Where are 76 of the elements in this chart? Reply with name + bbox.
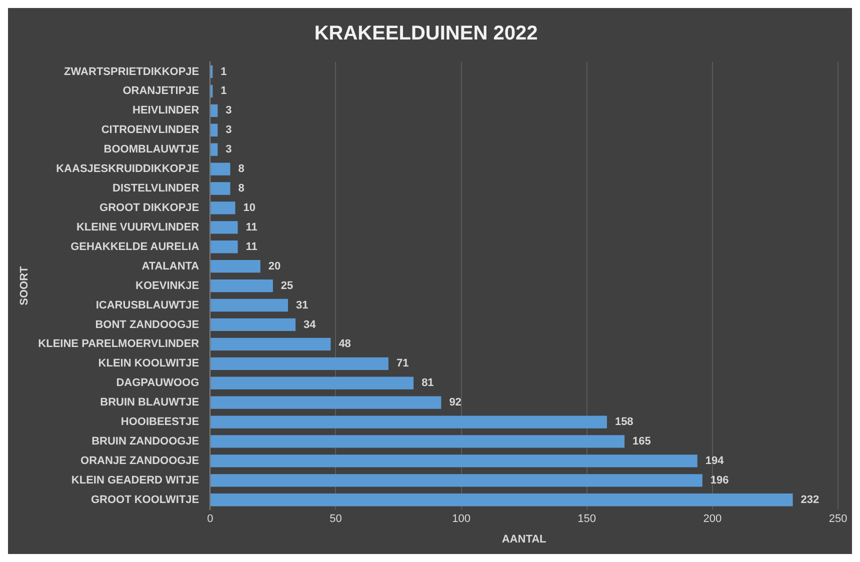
y-tick-label: KLEINE PARELMOERVLINDER: [38, 338, 200, 350]
data-label: 232: [800, 494, 820, 506]
x-tick-label: 250: [828, 513, 848, 526]
data-label: 92: [449, 396, 462, 409]
x-axis-title: AANTAL: [502, 533, 547, 546]
data-label: 3: [226, 124, 232, 136]
y-tick-label: KLEIN GEADERD WITJE: [71, 474, 200, 486]
y-tick-label: ZWARTSPRIETDIKKOPJE: [64, 66, 200, 78]
data-label: 20: [268, 260, 281, 272]
y-tick-label: BOOMBLAUWTJE: [104, 144, 200, 156]
bar: [210, 182, 230, 195]
y-tick-label: ORANJE ZANDOOGJE: [80, 454, 200, 467]
bar: [210, 279, 273, 292]
bar: [210, 240, 238, 254]
data-label: 11: [246, 240, 258, 253]
bar: [210, 494, 793, 506]
y-tick-label: ICARUSBLAUWTJE: [96, 299, 200, 312]
data-label: 10: [243, 202, 256, 214]
data-label: 196: [710, 474, 729, 486]
data-label: 1: [220, 66, 227, 78]
x-tick-label: 50: [330, 513, 342, 526]
data-label: 3: [226, 104, 232, 117]
data-label: 8: [238, 163, 244, 176]
data-label: 81: [422, 377, 434, 390]
bar: [210, 416, 607, 428]
y-tick-label: KLEIN KOOLWITJE: [98, 358, 200, 370]
bar: [210, 162, 230, 176]
bar: [210, 396, 442, 409]
y-tick-label: DAGPAUWOOG: [116, 377, 200, 390]
x-tick-label: 200: [703, 513, 722, 526]
y-axis-title: SOORT: [18, 266, 31, 306]
bar: [210, 376, 414, 390]
data-label: 31: [296, 299, 308, 312]
bar: [210, 454, 698, 468]
data-label: 1: [220, 85, 227, 98]
y-tick-label: BONT ZANDOOGJE: [95, 318, 200, 331]
data-label: 194: [705, 454, 725, 467]
data-label: 158: [614, 416, 634, 428]
bar: [210, 318, 296, 332]
y-tick-label: GEHAKKELDE AURELIA: [70, 240, 200, 253]
y-tick-label: KOEVINKJE: [136, 280, 200, 292]
data-label: 71: [396, 358, 409, 370]
bar: [210, 298, 288, 312]
bar: [210, 474, 702, 487]
y-tick-label: KLEINE VUURVLINDER: [76, 221, 200, 234]
data-label: 3: [226, 144, 232, 156]
y-tick-label: HEIVLINDER: [132, 104, 200, 117]
data-label: 8: [238, 182, 244, 195]
y-tick-label: CITROENVLINDER: [101, 124, 200, 136]
y-tick-label: GROOT DIKKOPJE: [100, 202, 200, 214]
data-label: 165: [632, 436, 651, 448]
bar: [210, 221, 238, 234]
y-tick-label: GROOT KOOLWITJE: [90, 494, 200, 506]
y-tick-label: ATALANTA: [142, 260, 200, 272]
bar: [210, 143, 218, 156]
bar: [210, 357, 388, 370]
data-label: 48: [338, 338, 351, 350]
bar: [210, 202, 236, 214]
data-label: 25: [280, 280, 294, 292]
x-tick-label: 150: [578, 513, 596, 526]
bar: [210, 338, 331, 351]
bar: [210, 260, 260, 273]
y-tick-label: ORANJETIPJE: [122, 85, 200, 98]
bar: [210, 104, 218, 117]
x-tick-label: 0: [207, 513, 214, 526]
y-tick-label: DISTELVLINDER: [112, 182, 200, 195]
chart-title: KRAKEELDUINEN 2022: [314, 22, 538, 45]
y-tick-label: KAASJESKRUIDDIKKOPJE: [56, 163, 200, 176]
y-tick-label: BRUIN ZANDOOGJE: [92, 436, 200, 448]
y-tick-label: BRUIN BLAUWTJE: [100, 396, 200, 409]
bar: [210, 435, 625, 448]
y-tick-label: HOOIBEESTJE: [120, 416, 200, 428]
data-label: 34: [304, 318, 317, 331]
x-tick-label: 100: [452, 513, 470, 526]
bar: [210, 124, 218, 136]
data-label: 11: [246, 221, 258, 234]
